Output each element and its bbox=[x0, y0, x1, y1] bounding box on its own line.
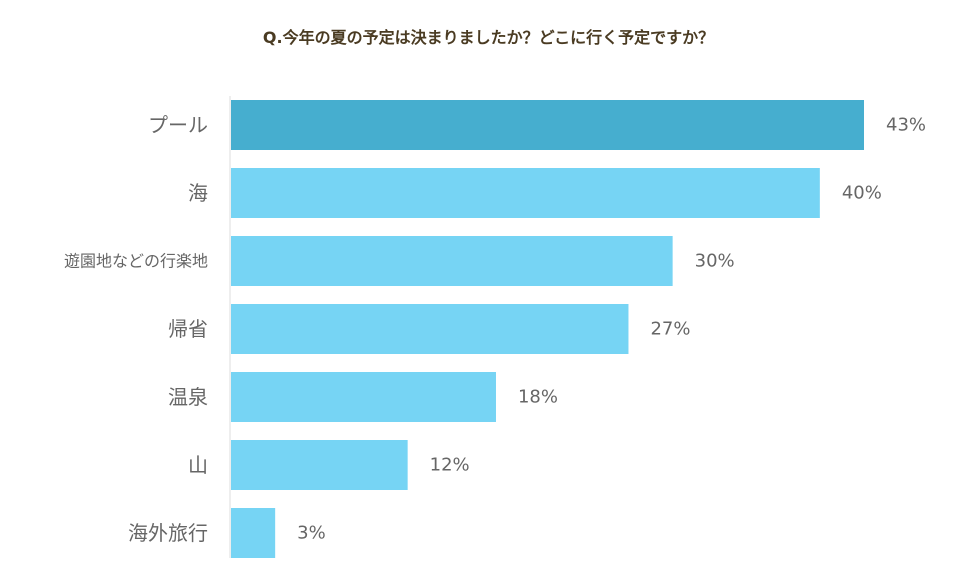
category-label: 温泉 bbox=[168, 385, 208, 409]
category-label: 山 bbox=[188, 453, 208, 477]
bars-group bbox=[231, 100, 864, 558]
bar-3 bbox=[231, 236, 673, 286]
category-label: 海外旅行 bbox=[128, 521, 208, 545]
chart-title: Q.今年の夏の予定は決まりましたか？どこに行く予定ですか？ bbox=[262, 28, 715, 47]
category-label: 海 bbox=[188, 181, 208, 205]
bar-2 bbox=[231, 168, 820, 218]
value-label: 12% bbox=[430, 455, 470, 476]
value-label: 27% bbox=[650, 319, 690, 340]
category-label: 遊園地などの行楽地 bbox=[64, 252, 208, 271]
bar-7 bbox=[231, 508, 276, 558]
category-label: 帰省 bbox=[168, 317, 208, 341]
bar-4 bbox=[231, 304, 629, 354]
value-label: 40% bbox=[842, 183, 882, 204]
value-label: 18% bbox=[518, 387, 558, 408]
value-label: 3% bbox=[297, 523, 326, 544]
value-label: 30% bbox=[695, 251, 735, 272]
value-label: 43% bbox=[886, 115, 926, 136]
category-label: プール bbox=[148, 113, 208, 137]
value-labels-group: 43% 40% 30% 27% 18% 12% 3% bbox=[297, 115, 926, 544]
bar-6 bbox=[231, 440, 408, 490]
bar-5 bbox=[231, 372, 496, 422]
bar-1 bbox=[231, 100, 864, 150]
